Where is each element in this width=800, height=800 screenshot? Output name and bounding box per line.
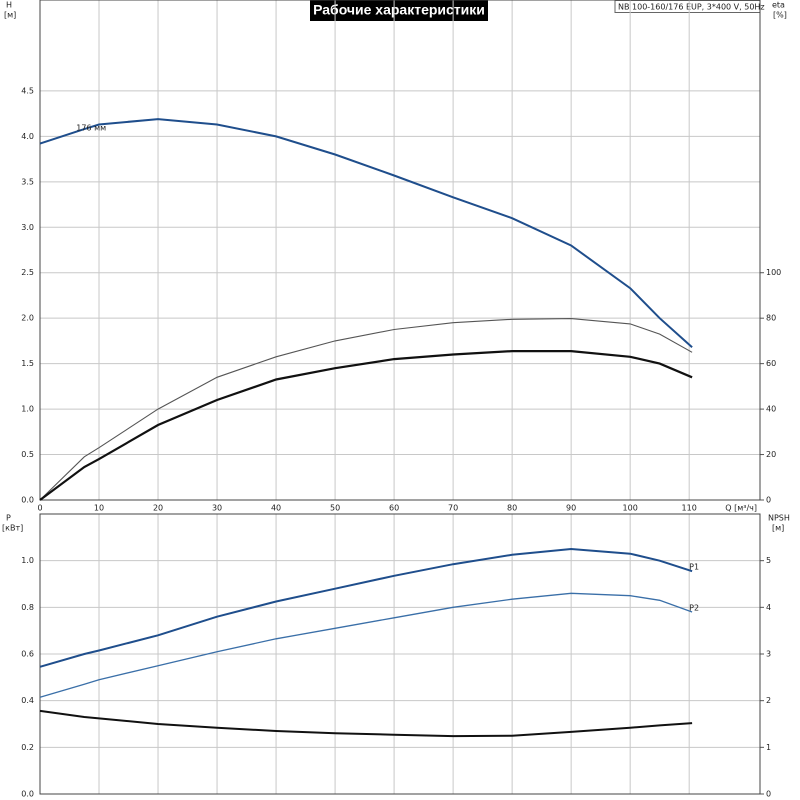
y2-tick-label: 5: [766, 556, 771, 565]
y2-axis-unit: [м]: [772, 524, 784, 533]
y2-tick-label: 2: [766, 696, 771, 705]
x-tick-label: 20: [153, 504, 163, 513]
y-axis-unit: [м]: [4, 11, 16, 20]
y-tick-label: 0.5: [21, 450, 34, 459]
y2-tick-label: 100: [766, 268, 781, 277]
y2-tick-label: 3: [766, 650, 771, 659]
x-tick-label: 60: [389, 504, 399, 513]
y-tick-label: 0.0: [21, 790, 34, 799]
series-label: P2: [689, 604, 699, 613]
plot-frame: [39, 0, 761, 501]
y-tick-label: 3.5: [21, 177, 34, 186]
x-tick-label: 100: [623, 504, 638, 513]
y-tick-label: 3.0: [21, 223, 34, 232]
y2-tick-label: 60: [766, 359, 776, 368]
x-axis-label: Q [м³/ч]: [725, 504, 757, 513]
title-box: [310, 0, 488, 21]
plot-frame: [39, 513, 761, 795]
x-tick-label: 0: [37, 504, 42, 513]
y-tick-label: 4.5: [21, 86, 34, 95]
y-tick-label: 0.0: [21, 496, 34, 505]
x-tick-label: 110: [682, 504, 697, 513]
y-tick-label: 1.0: [21, 556, 34, 565]
y2-axis-label: NPSH: [768, 514, 790, 523]
y-axis-unit: [кВт]: [2, 524, 23, 533]
x-tick-label: 10: [94, 504, 104, 513]
y2-axis-unit: [%]: [773, 11, 787, 20]
y-tick-label: 4.0: [21, 132, 34, 141]
data-line: [39, 118, 693, 349]
y2-tick-label: 40: [766, 405, 776, 414]
data-line: [39, 547, 693, 668]
x-tick-label: 50: [330, 504, 340, 513]
data-line: [39, 318, 693, 501]
chart-title: Рабочие характеристики: [313, 2, 485, 18]
y-tick-label: 1.0: [21, 405, 34, 414]
y2-tick-label: 1: [766, 743, 771, 752]
y2-tick-label: 0: [766, 790, 771, 799]
data-line: [39, 592, 693, 698]
y-axis-label: H: [6, 1, 12, 10]
y-tick-label: 0.8: [21, 603, 34, 612]
y2-tick-label: 4: [766, 603, 771, 612]
y2-tick-label: 0: [766, 496, 771, 505]
y-tick-label: 2.5: [21, 268, 34, 277]
x-tick-label: 30: [212, 504, 222, 513]
y-tick-label: 0.4: [21, 696, 34, 705]
y-tick-label: 0.6: [21, 650, 34, 659]
chart-subtitle: NB 100-160/176 EUP, 3*400 V, 50Hz: [618, 3, 765, 12]
y-axis-label: P: [6, 514, 11, 523]
y2-tick-label: 80: [766, 314, 776, 323]
x-tick-label: 80: [507, 504, 517, 513]
y2-tick-label: 20: [766, 450, 776, 459]
series-label: 176 мм: [76, 124, 106, 133]
y-tick-label: 1.5: [21, 359, 34, 368]
y-tick-label: 2.0: [21, 314, 34, 323]
data-line: [39, 709, 693, 738]
y2-axis-label: eta: [772, 1, 785, 10]
x-tick-label: 70: [448, 504, 458, 513]
x-tick-label: 90: [566, 504, 576, 513]
series-label: P1: [689, 563, 699, 572]
y-tick-label: 0.2: [21, 743, 34, 752]
x-tick-label: 40: [271, 504, 281, 513]
data-line: [39, 350, 693, 501]
